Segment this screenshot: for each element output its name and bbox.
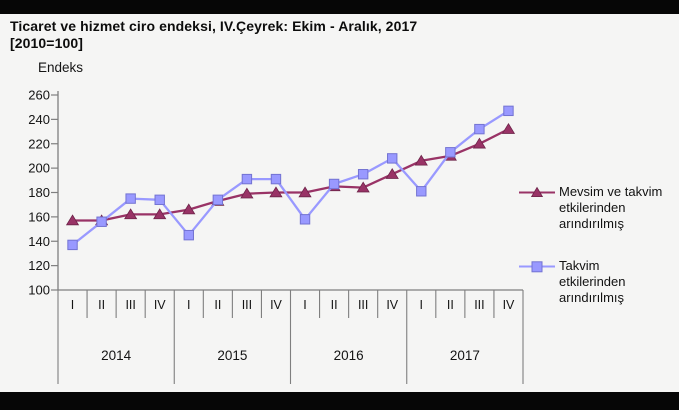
data-point-triangle bbox=[501, 122, 516, 134]
y-tick-label: 140 bbox=[28, 234, 50, 249]
x-quarter-label: I bbox=[71, 298, 74, 312]
y-tick-label: 260 bbox=[28, 88, 50, 103]
data-point-square bbox=[67, 239, 78, 251]
x-year-label: 2016 bbox=[334, 348, 364, 363]
x-quarter-label: I bbox=[303, 298, 306, 312]
x-year-label: 2017 bbox=[450, 348, 480, 363]
legend-marker-triangle-icon bbox=[519, 186, 555, 197]
legend-entry-seasonal-calendar-adjusted: Mevsim ve takvim etkilerinden arındırılm… bbox=[518, 184, 662, 232]
data-point-triangle bbox=[414, 154, 428, 166]
data-point-square bbox=[270, 173, 282, 185]
data-point-triangle bbox=[472, 137, 487, 149]
x-quarter-label: I bbox=[187, 298, 190, 312]
data-point-square bbox=[125, 193, 136, 204]
data-point-square bbox=[357, 169, 369, 180]
x-year-label: 2015 bbox=[217, 348, 247, 363]
y-tick-label: 120 bbox=[28, 258, 50, 273]
series-line-1 bbox=[71, 109, 510, 246]
y-axis-title: Endeks bbox=[38, 60, 84, 75]
x-quarter-label: II bbox=[214, 298, 221, 312]
data-point-square bbox=[503, 105, 514, 117]
data-point-square bbox=[299, 214, 311, 225]
data-point-triangle bbox=[385, 168, 399, 179]
x-quarter-label: IV bbox=[154, 298, 166, 312]
x-quarter-label: II bbox=[447, 298, 454, 312]
data-point-triangle bbox=[153, 208, 167, 220]
data-point-triangle bbox=[269, 186, 283, 198]
data-point-triangle bbox=[298, 186, 312, 198]
legend-entry-calendar-adjusted: Takvim etkilerinden arındırılmış bbox=[518, 258, 626, 306]
x-quarter-label: III bbox=[474, 298, 484, 312]
x-quarter-label: II bbox=[331, 298, 338, 312]
legend-label-line: etkilerinden bbox=[559, 274, 626, 289]
letterbox-top-bar bbox=[0, 0, 679, 14]
data-point-square bbox=[387, 153, 398, 164]
legend-label-calendar-adjusted: Takvim etkilerinden arındırılmış bbox=[559, 258, 626, 306]
y-tick-label: 240 bbox=[28, 112, 50, 127]
data-point-square bbox=[416, 186, 427, 197]
data-point-square bbox=[328, 178, 340, 190]
x-year-label: 2014 bbox=[101, 348, 132, 363]
chart-title-line1: Ticaret ve hizmet ciro endeksi, IV.Çeyre… bbox=[10, 18, 418, 34]
data-point-triangle bbox=[182, 203, 196, 215]
x-quarter-label: IV bbox=[270, 298, 282, 312]
y-tick-label: 160 bbox=[28, 209, 50, 224]
data-point-square bbox=[212, 194, 224, 206]
y-tick-label: 220 bbox=[28, 136, 50, 151]
legend-label-line: Takvim bbox=[559, 258, 600, 273]
x-quarter-label: IV bbox=[503, 298, 515, 312]
legend-label-seasonal-calendar-adjusted: Mevsim ve takvim etkilerinden arındırılm… bbox=[559, 184, 662, 232]
legend-label-line: arındırılmış bbox=[559, 216, 625, 231]
data-point-square bbox=[96, 216, 107, 227]
chart-title: Ticaret ve hizmet ciro endeksi, IV.Çeyre… bbox=[10, 18, 417, 52]
y-tick-label: 180 bbox=[28, 185, 50, 200]
x-quarter-label: III bbox=[242, 298, 252, 312]
chart-title-line2: [2010=100] bbox=[10, 35, 84, 51]
legend-label-line: etkilerinden bbox=[559, 200, 626, 215]
x-quarter-label: III bbox=[125, 298, 135, 312]
legend-label-line: arındırılmış bbox=[559, 290, 625, 305]
data-point-square bbox=[445, 147, 456, 158]
x-quarter-label: II bbox=[98, 298, 105, 312]
data-point-triangle bbox=[124, 208, 138, 220]
data-point-triangle bbox=[356, 181, 370, 193]
data-point-square bbox=[183, 229, 194, 241]
letterbox-bottom-bar bbox=[0, 392, 679, 410]
y-tick-label: 100 bbox=[28, 283, 50, 298]
data-point-triangle bbox=[240, 187, 254, 199]
x-quarter-label: I bbox=[420, 298, 423, 312]
y-tick-label: 200 bbox=[28, 161, 50, 176]
data-point-triangle bbox=[65, 214, 80, 226]
data-point-square bbox=[154, 194, 165, 206]
x-quarter-label: III bbox=[358, 298, 368, 312]
data-point-square bbox=[241, 173, 253, 185]
legend-marker-square-icon bbox=[519, 261, 555, 273]
x-quarter-label: IV bbox=[386, 298, 398, 312]
legend-label-line: Mevsim ve takvim bbox=[559, 184, 663, 199]
series-line-0 bbox=[72, 128, 510, 222]
data-point-square bbox=[474, 123, 485, 135]
